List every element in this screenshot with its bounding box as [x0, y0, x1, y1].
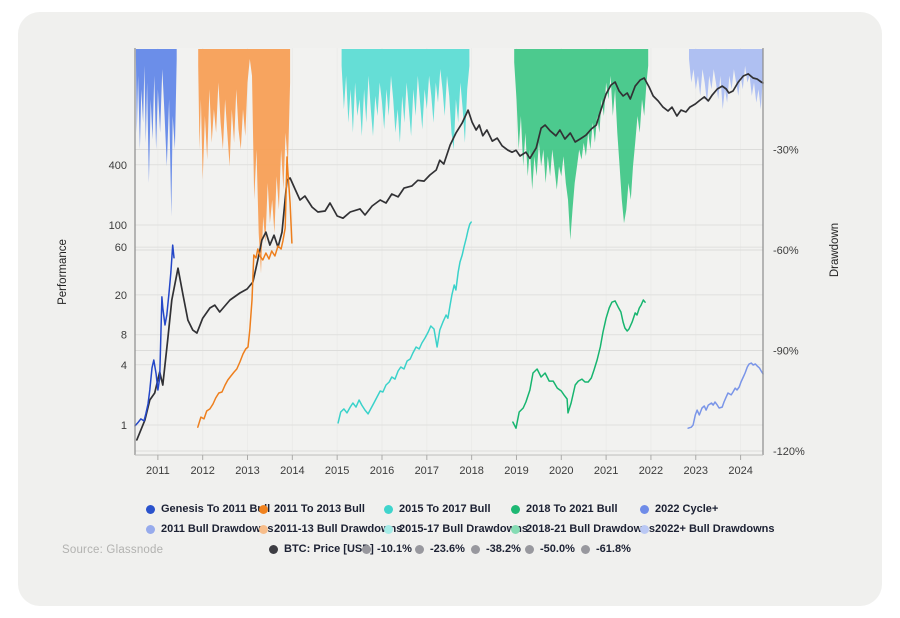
x-axis-ticks: 2011 2012 2013 2014 2015 2016 2017 2018 2019 2020…: [146, 455, 753, 477]
legend-item--10-1-[interactable]: -10.1%: [362, 543, 412, 555]
legend-item-2015-17-bull-drawdowns[interactable]: 2015-17 Bull Drawdowns: [384, 523, 528, 535]
line-genesis-to-2011-bull: [134, 244, 175, 427]
legend-label: Genesis To 2011 Bull: [161, 503, 271, 515]
line-2018-to-2021-bull: [512, 299, 646, 429]
line-2011-to-2013-bull: [197, 156, 293, 428]
y-right-tick-label: -60%: [773, 245, 799, 257]
drawdown-area-2011-13-bull-drawdowns: [198, 49, 291, 274]
x-tick-label: 2022: [639, 465, 663, 477]
legend-label: -38.2%: [486, 543, 521, 555]
x-tick-label: 2014: [280, 465, 304, 477]
y-left-tick-label: 400: [109, 160, 127, 172]
legend-label: 2018 To 2021 Bull: [526, 503, 618, 515]
x-tick-label: 2021: [594, 465, 618, 477]
line-btc-price-usd-: [135, 73, 764, 441]
legend-swatch-icon: [640, 504, 649, 514]
y-left-tick-label: 100: [109, 220, 127, 232]
x-tick-label: 2012: [190, 465, 214, 477]
legend-label: -10.1%: [377, 543, 412, 555]
legend-swatch-icon: [640, 524, 649, 534]
legend-swatch-icon: [415, 544, 424, 554]
legend-item-2018-to-2021-bull[interactable]: 2018 To 2021 Bull: [511, 503, 618, 515]
legend-item-2022-bull-drawdowns[interactable]: 2022+ Bull Drawdowns: [640, 523, 775, 535]
y-right-tick-label: -30%: [773, 145, 799, 157]
legend-swatch-icon: [269, 544, 278, 554]
source-note: Source: Glassnode: [62, 544, 164, 556]
legend-label: BTC: Price [USD]: [284, 543, 374, 555]
x-tick-label: 2020: [549, 465, 573, 477]
legend-swatch-icon: [525, 544, 534, 554]
x-tick-label: 2017: [415, 465, 439, 477]
legend-swatch-icon: [511, 504, 520, 514]
legend-swatch-icon: [362, 544, 371, 554]
left-axis-ticks: 400 100 60 20 8 4 1: [109, 160, 127, 432]
y-left-tick-label: 60: [115, 242, 127, 254]
legend-label: -23.6%: [430, 543, 465, 555]
line-2015-to-2017-bull: [337, 221, 472, 424]
legend-label: 2011 To 2013 Bull: [274, 503, 365, 515]
drawdown-area-2018-21-bull-drawdowns: [514, 49, 649, 240]
x-tick-label: 2015: [325, 465, 349, 477]
left-axis-title: Performance: [57, 239, 69, 305]
legend-swatch-icon: [471, 544, 480, 554]
right-axis-ticks: -30% -60% -90% -120%: [773, 145, 805, 459]
legend-swatch-icon: [146, 524, 155, 534]
x-tick-label: 2024: [728, 465, 752, 477]
legend-swatch-icon: [259, 504, 268, 514]
legend-swatch-icon: [384, 524, 393, 534]
x-tick-label: 2023: [684, 465, 708, 477]
legend-item--38-2-[interactable]: -38.2%: [471, 543, 521, 555]
legend-label: 2011-13 Bull Drawdowns: [274, 523, 403, 535]
legend-row-btc-fib: BTC: Price [USD] -10.1% -23.6% -38.2% -50.0%…: [0, 543, 900, 559]
legend-item-2011-13-bull-drawdowns[interactable]: 2011-13 Bull Drawdowns: [259, 523, 402, 535]
legend-item--61-8-[interactable]: -61.8%: [581, 543, 631, 555]
legend-item-2018-21-bull-drawdowns[interactable]: 2018-21 Bull Drawdowns: [511, 523, 655, 535]
legend-label: -50.0%: [540, 543, 575, 555]
legend-label: 2018-21 Bull Drawdowns: [526, 523, 655, 535]
x-tick-label: 2019: [504, 465, 528, 477]
legend-item--23-6-[interactable]: -23.6%: [415, 543, 465, 555]
legend-label: -61.8%: [596, 543, 631, 555]
legend-item-2011-to-2013-bull[interactable]: 2011 To 2013 Bull: [259, 503, 365, 515]
y-right-tick-label: -90%: [773, 346, 799, 358]
line-2022-cycle-: [687, 362, 764, 429]
drawdown-area-2015-17-bull-drawdowns: [341, 49, 470, 150]
legend-swatch-icon: [581, 544, 590, 554]
x-tick-label: 2016: [370, 465, 394, 477]
y-left-tick-label: 8: [121, 330, 127, 342]
legend-item--50-0-[interactable]: -50.0%: [525, 543, 575, 555]
legend-swatch-icon: [384, 504, 393, 514]
gridlines: [135, 48, 763, 455]
legend-label: 2022 Cycle+: [655, 503, 719, 515]
legend-swatch-icon: [146, 504, 155, 514]
legend-row-drawdowns: 2011 Bull Drawdowns 2011-13 Bull Drawdown…: [0, 523, 900, 539]
cycle-performance-chart: 2011 2012 2013 2014 2015 2016 2017 2018 2019 2020…: [57, 48, 841, 477]
legend-label: 2015-17 Bull Drawdowns: [399, 523, 528, 535]
y-left-tick-label: 20: [115, 290, 127, 302]
legend-label: 2015 To 2017 Bull: [399, 503, 491, 515]
legend-item-genesis-to-2011-bull[interactable]: Genesis To 2011 Bull: [146, 503, 270, 515]
legend-label: 2022+ Bull Drawdowns: [655, 523, 775, 535]
legend-item-2011-bull-drawdowns[interactable]: 2011 Bull Drawdowns: [146, 523, 273, 535]
legend-row-bulls: Genesis To 2011 Bull 2011 To 2013 Bull 201…: [0, 503, 900, 519]
legend-item-btc-price-usd-[interactable]: BTC: Price [USD]: [269, 543, 374, 555]
x-tick-label: 2013: [235, 465, 259, 477]
x-tick-label: 2018: [459, 465, 483, 477]
drawdown-area-2022-bull-drawdowns: [689, 49, 763, 110]
right-axis-title: Drawdown: [829, 223, 841, 277]
x-tick-label: 2011: [146, 465, 170, 477]
y-right-tick-label: -120%: [773, 446, 805, 458]
legend-swatch-icon: [259, 524, 268, 534]
y-left-tick-label: 4: [121, 360, 127, 372]
legend-swatch-icon: [511, 524, 520, 534]
y-left-tick-label: 1: [121, 420, 127, 432]
legend-label: 2011 Bull Drawdowns: [161, 523, 274, 535]
legend-item-2022-cycle-[interactable]: 2022 Cycle+: [640, 503, 718, 515]
legend-item-2015-to-2017-bull[interactable]: 2015 To 2017 Bull: [384, 503, 491, 515]
drawdown-area-2011-bull-drawdowns: [135, 49, 177, 217]
